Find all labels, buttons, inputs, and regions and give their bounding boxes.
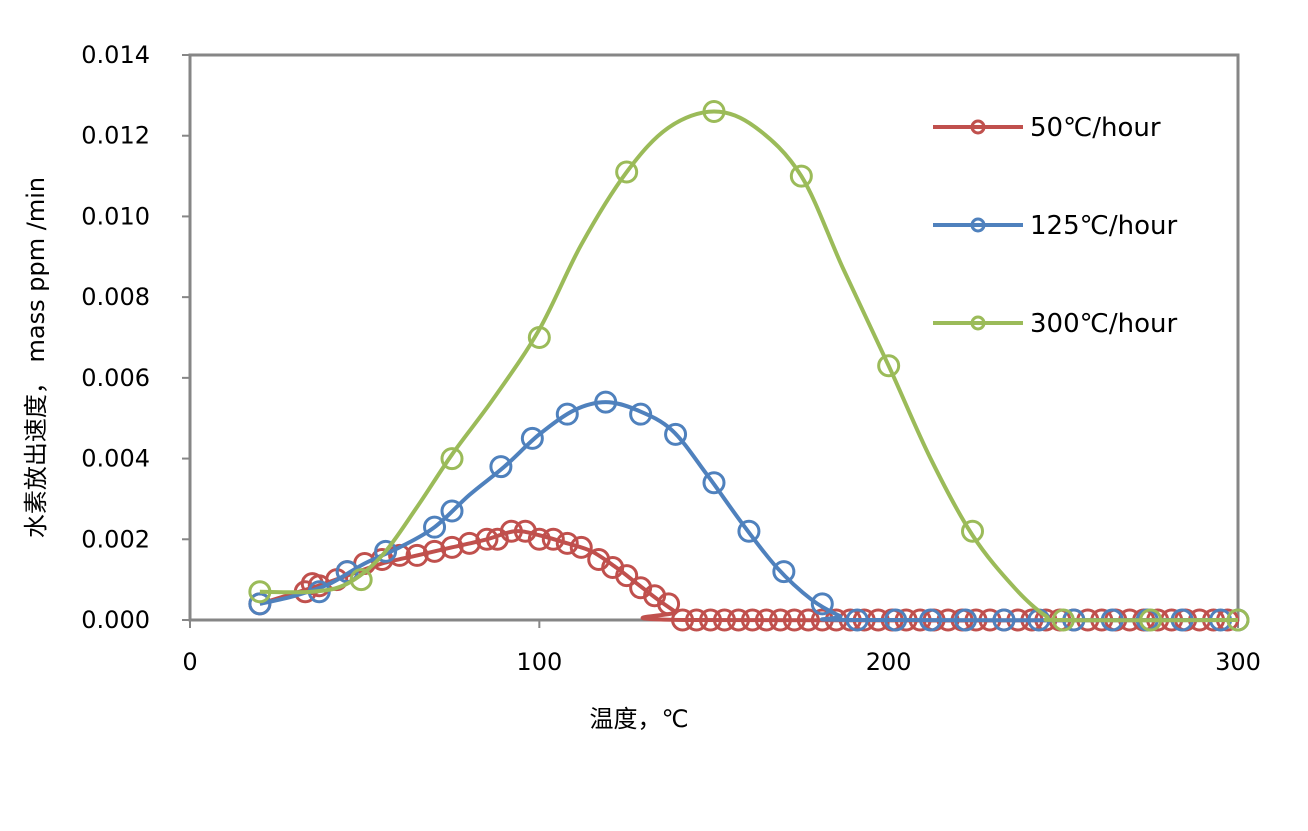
data-point — [796, 608, 820, 632]
data-point — [248, 592, 272, 616]
data-point — [961, 519, 985, 543]
y-tick-label: 0.002 — [81, 525, 150, 553]
data-point — [702, 100, 726, 123]
legend-label: 125℃/hour — [1030, 211, 1177, 241]
series-line — [259, 400, 1239, 623]
x-tick-label: 0 — [182, 648, 197, 676]
data-point — [699, 608, 723, 632]
data-point — [685, 608, 709, 632]
data-point — [499, 519, 523, 543]
data-point — [664, 422, 688, 446]
legend-item: 125℃/hour — [933, 211, 1177, 241]
data-point — [1051, 608, 1075, 632]
data-point — [527, 527, 551, 551]
legend: 50℃/hour 125℃/hour 300℃/hour — [933, 113, 1177, 339]
data-point — [423, 539, 447, 563]
data-point — [594, 390, 618, 414]
data-point — [992, 608, 1016, 632]
x-tick-label: 100 — [516, 648, 562, 676]
y-tick-label: 0.000 — [81, 606, 150, 634]
data-point — [440, 535, 464, 559]
data-point — [629, 402, 653, 426]
data-point — [884, 608, 908, 632]
data-point — [555, 531, 579, 555]
data-point — [712, 608, 736, 632]
data-point — [555, 402, 579, 426]
axes-layer: 0.000 0.002 0.004 0.006 0.008 0.010 0.012 0.014… — [81, 41, 1261, 676]
legend-marker — [970, 119, 986, 135]
series-line — [259, 529, 1239, 623]
series-layer — [248, 100, 1250, 632]
data-point — [657, 592, 681, 616]
data-point — [671, 608, 695, 632]
data-point — [754, 608, 778, 632]
data-point — [954, 608, 978, 632]
data-point — [615, 564, 639, 588]
data-point — [349, 568, 373, 592]
data-point — [527, 326, 551, 349]
y-axis-title: 水素放出速度， mass ppm /min — [22, 177, 50, 538]
legend-item: 300℃/hour — [933, 309, 1177, 339]
data-point — [1226, 608, 1250, 632]
y-tick-label: 0.014 — [81, 41, 150, 69]
y-tick-label: 0.012 — [81, 122, 150, 150]
y-tick-label: 0.006 — [81, 364, 150, 392]
data-point — [569, 535, 593, 559]
series-2 — [248, 390, 1250, 632]
data-point — [615, 160, 639, 184]
x-axis-title: 温度，℃ — [590, 705, 689, 733]
data-point — [737, 519, 761, 543]
series-line — [259, 109, 1239, 623]
legend-marker — [970, 217, 986, 233]
x-tick-label: 300 — [1215, 648, 1261, 676]
x-tick-label: 200 — [866, 648, 912, 676]
y-tick-label: 0.004 — [81, 445, 150, 473]
data-point — [489, 455, 513, 479]
data-point — [475, 527, 499, 551]
y-tick-label: 0.010 — [81, 202, 150, 230]
data-point — [772, 560, 796, 584]
legend-label: 50℃/hour — [1030, 113, 1161, 143]
series-3 — [248, 100, 1250, 632]
data-point — [374, 539, 398, 563]
data-point — [457, 531, 481, 555]
data-point — [440, 447, 464, 471]
data-point — [845, 608, 869, 632]
data-point — [248, 580, 272, 604]
y-tick-label: 0.008 — [81, 283, 150, 311]
data-point — [520, 426, 544, 450]
data-point — [768, 608, 792, 632]
data-point — [919, 608, 943, 632]
data-point — [541, 527, 565, 551]
data-point — [740, 608, 764, 632]
data-point — [726, 608, 750, 632]
data-point — [810, 592, 834, 616]
data-point — [1139, 608, 1163, 632]
data-point — [782, 608, 806, 632]
data-point — [405, 543, 429, 567]
legend-item: 50℃/hour — [933, 113, 1161, 143]
data-point — [440, 499, 464, 523]
data-point — [702, 471, 726, 495]
data-point — [423, 515, 447, 539]
data-point — [877, 354, 901, 378]
legend-label: 300℃/hour — [1030, 309, 1177, 339]
legend-marker — [970, 315, 986, 331]
data-point — [789, 164, 813, 188]
